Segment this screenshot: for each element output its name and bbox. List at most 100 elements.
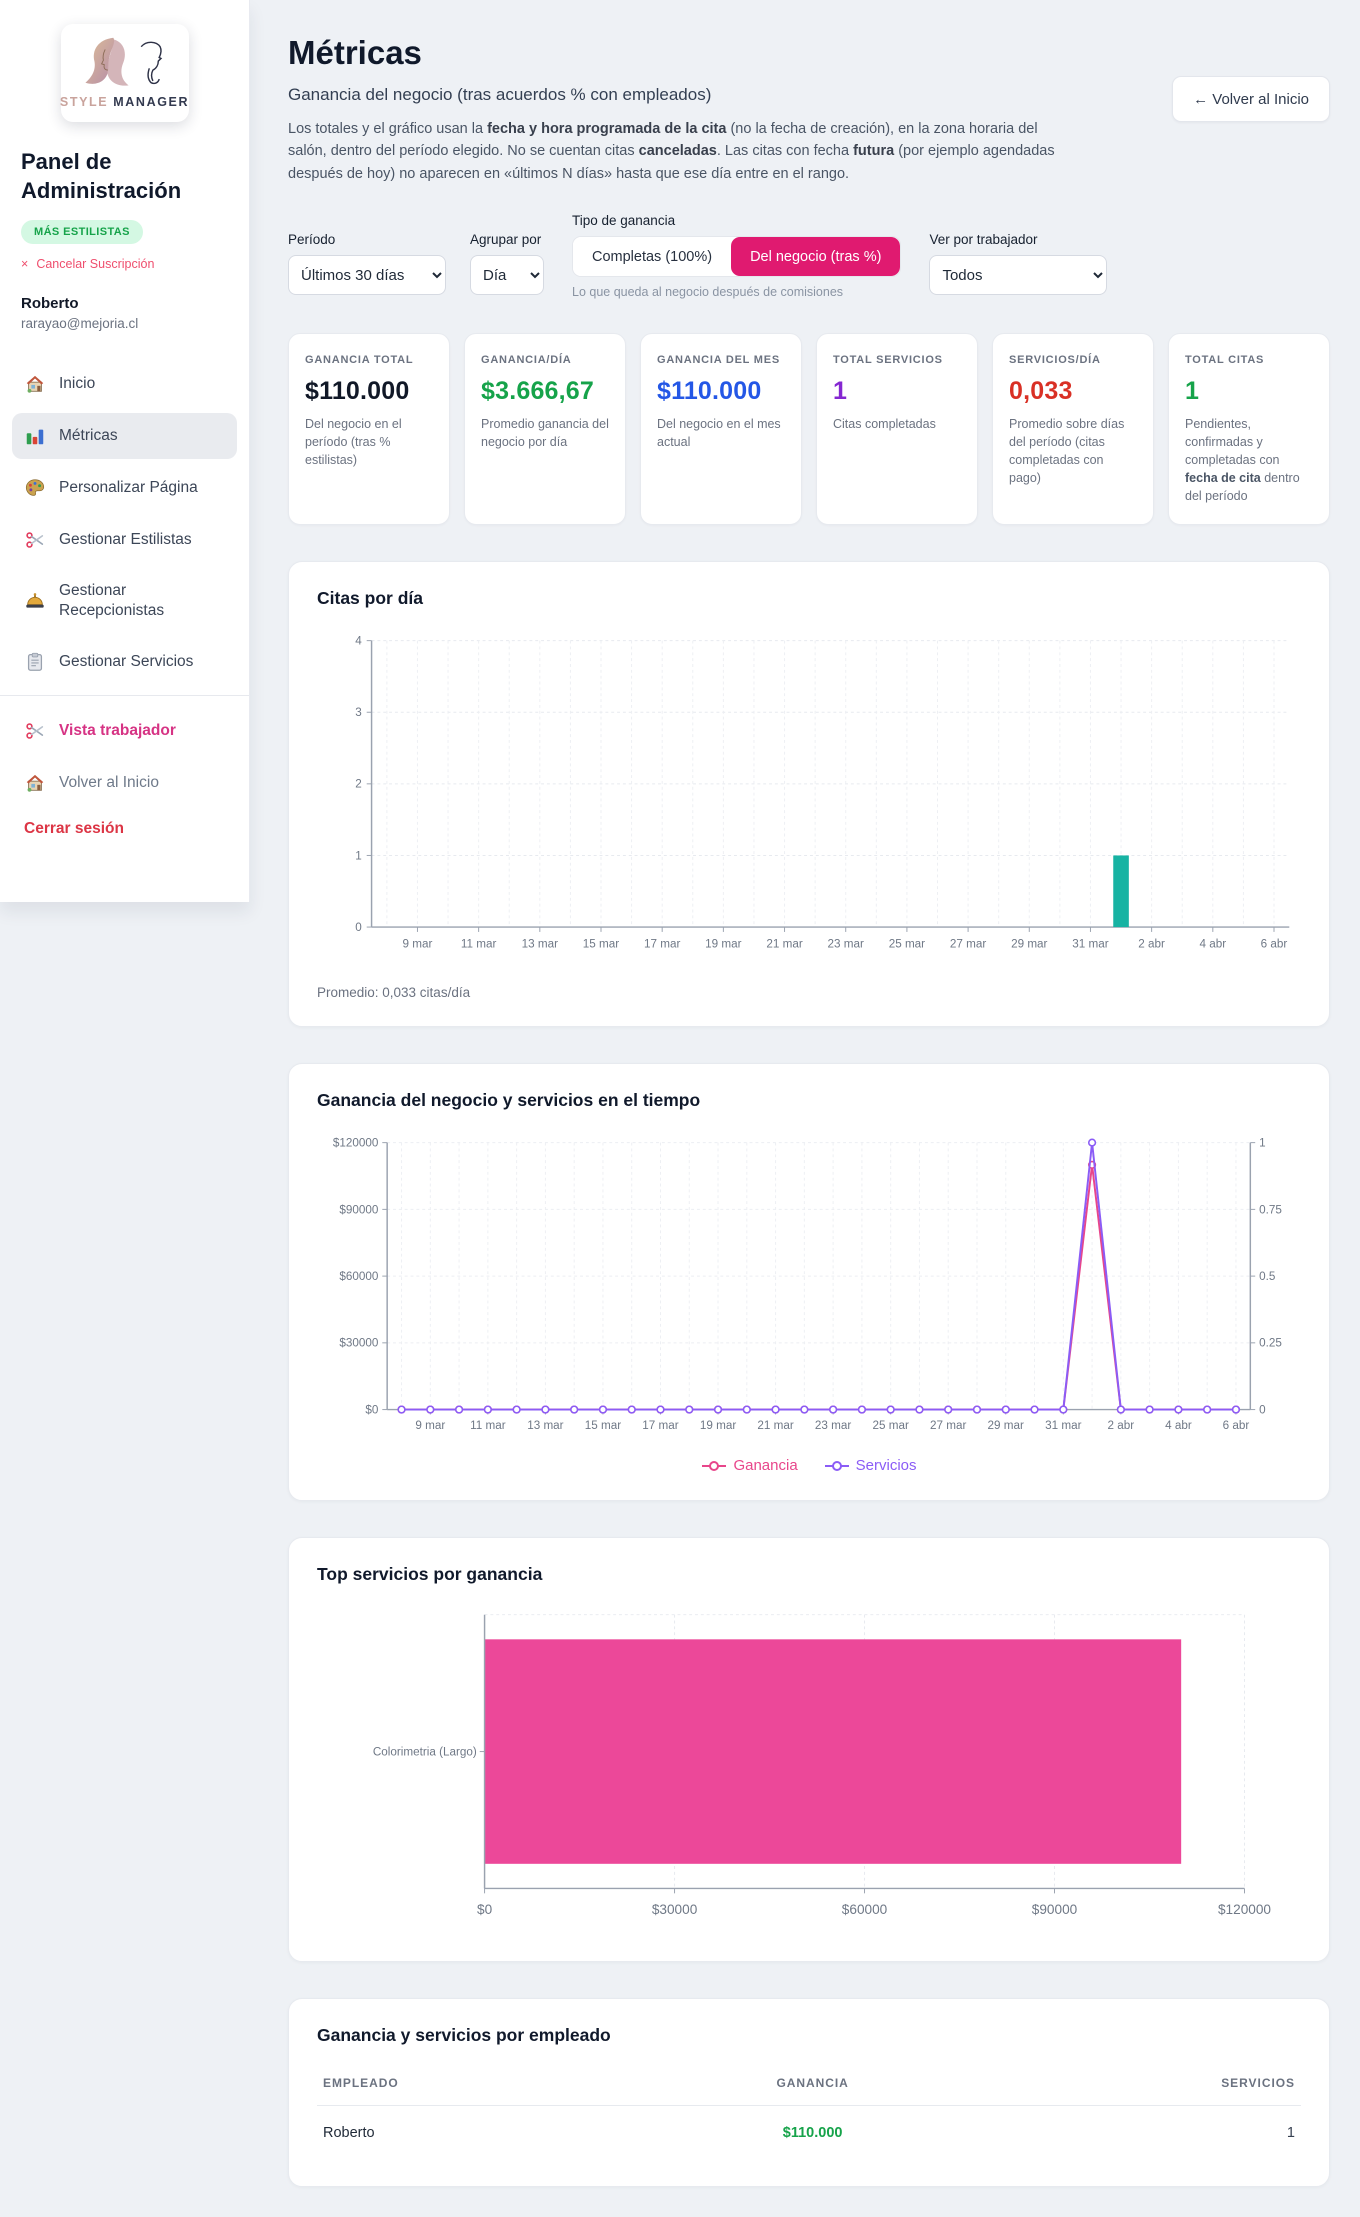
legend-label: Servicios [855, 1457, 917, 1475]
legend-item-servicios[interactable]: Servicios [824, 1457, 917, 1474]
palette-icon [24, 477, 46, 499]
kpi-value: $110.000 [305, 376, 410, 405]
point-servicios-18-mar[interactable] [685, 1405, 694, 1414]
point-servicios-4-abr[interactable] [1174, 1405, 1183, 1414]
point-servicios-15-mar[interactable] [598, 1405, 608, 1414]
point-servicios-10-mar[interactable] [454, 1405, 464, 1414]
point-servicios-17-mar[interactable] [656, 1405, 665, 1414]
right-tick-label: 0.75 [1259, 1203, 1282, 1216]
point-servicios-8-mar[interactable] [397, 1405, 406, 1414]
cell-ganancia: $110.000 [651, 2104, 974, 2160]
empleados-table: EMPLEADO GANANCIA SERVICIOS Roberto $110.00… [317, 2064, 1301, 2160]
tipo-completas-option[interactable]: Completas (100%) [573, 237, 732, 277]
tipo-del-negocio-option[interactable]: Del negocio (tras %) [731, 237, 901, 277]
point-servicios-21-mar[interactable] [771, 1405, 780, 1414]
point-servicios-23-mar[interactable] [829, 1405, 838, 1414]
right-tick-label: 0.5 [1259, 1270, 1276, 1283]
citas-bar-chart-svg: 0 1 2 3 4 9 mar 11 mar 13 mar 15 mar 17 mar 19 mar… [355, 634, 1290, 950]
cancel-subscription-link[interactable]: × Cancelar Suscripción [21, 257, 228, 271]
trabajador-label: Ver por trabajador [929, 232, 1038, 248]
point-servicios-16-mar[interactable] [627, 1405, 636, 1414]
point-servicios-3-abr[interactable] [1145, 1405, 1154, 1414]
point-servicios-29-mar[interactable] [1001, 1405, 1010, 1414]
sidebar-divider [0, 695, 249, 697]
x-tick-label: 11 mar [470, 1419, 506, 1432]
point-servicios-31-mar[interactable] [1059, 1405, 1068, 1414]
sidebar-item-gestionar-servicios[interactable]: Gestionar Servicios [12, 639, 237, 685]
point-servicios-2-abr[interactable] [1116, 1405, 1125, 1414]
logout-link[interactable]: Cerrar sesión [24, 820, 124, 838]
ganancia-line-chart-svg: $0 $30000 $60000 $90000 $120000 0 0.25 0.5 0.75 1… [333, 1136, 1282, 1432]
right-tick-label: 0.25 [1259, 1336, 1282, 1349]
sidebar-item-vista-trabajador[interactable]: Vista trabajador [12, 708, 237, 754]
back-to-home-button[interactable]: ← Volver al Inicio [1172, 76, 1330, 122]
sidebar-item-label: Gestionar Recepcionistas [59, 582, 165, 620]
point-servicios-19-mar[interactable] [713, 1405, 723, 1414]
point-servicios-11-mar[interactable] [483, 1405, 492, 1414]
x-tick-label: $0 [477, 1902, 493, 1917]
user-email: rarayao@mejoria.cl [21, 316, 139, 332]
point-servicios-6-abr[interactable] [1231, 1405, 1241, 1414]
legend-item-ganancia[interactable]: Ganancia [701, 1457, 798, 1474]
point-servicios-27-mar[interactable] [944, 1405, 953, 1414]
sidebar-item-volver-al-inicio[interactable]: Volver al Inicio [12, 760, 237, 806]
ganancia-chart-title: Ganancia del negocio y servicios en el t… [317, 1089, 701, 1110]
point-servicios-22-mar[interactable] [800, 1405, 809, 1414]
x-tick-label: 13 mar [522, 937, 558, 950]
bar-colorimetria-largo[interactable] [484, 1639, 1182, 1865]
periodo-select[interactable]: Últimos 30 días [288, 255, 446, 296]
sidebar-item-label: Métricas [59, 427, 118, 445]
point-servicios-26-mar[interactable] [915, 1405, 924, 1414]
kpi-description: Promedio ganancia del negocio por día [481, 416, 609, 450]
point-servicios-24-mar[interactable] [857, 1405, 866, 1414]
chart-legend: Ganancia Servicios [317, 1457, 1301, 1474]
agrupar-select[interactable]: Día [470, 255, 544, 296]
top-servicios-bar-chart: $0 $30000 $60000 $90000 $120000 Colorimetria … [317, 1603, 1301, 1934]
x-tick-label: 25 mar [872, 1419, 908, 1432]
x-tick-label: $30000 [652, 1902, 698, 1917]
x-tick-label: 29 mar [988, 1419, 1024, 1432]
scissors-icon [24, 529, 46, 551]
bar-1-abr[interactable] [1113, 854, 1129, 927]
sidebar: STYLE MANAGER Panel de Administración MÁ… [0, 0, 250, 902]
point-servicios-30-mar[interactable] [1030, 1405, 1039, 1414]
x-tick-label: 23 mar [815, 1419, 851, 1432]
point-servicios-14-mar[interactable] [570, 1405, 579, 1414]
kpi-description: Pendientes, confirmadas y completadas co… [1185, 416, 1300, 504]
x-tick-label: 9 mar [415, 1419, 445, 1432]
top-servicios-title: Top servicios por ganancia [317, 1564, 543, 1585]
x-tick-label: 23 mar [828, 937, 864, 950]
agrupar-label: Agrupar por [470, 232, 542, 248]
point-servicios-13-mar[interactable] [541, 1405, 550, 1414]
sidebar-item-metricas[interactable]: Métricas [12, 413, 237, 460]
empleados-table-title: Ganancia y servicios por empleado [317, 2024, 611, 2045]
top-servicios-chart-svg: $0 $30000 $60000 $90000 $120000 Colorimetria … [373, 1614, 1271, 1917]
column-header-empleado: EMPLEADO [323, 2075, 399, 2090]
arrow-left-icon: ← [1193, 90, 1209, 108]
trabajador-select[interactable]: Todos [929, 255, 1108, 296]
periodo-label: Período [288, 232, 336, 248]
point-servicios-1-abr[interactable] [1087, 1138, 1097, 1147]
x-tick-label: 6 abr [1261, 937, 1288, 950]
point-servicios-9-mar[interactable] [426, 1405, 435, 1414]
x-tick-label: 2 abr [1138, 937, 1165, 950]
point-servicios-12-mar[interactable] [512, 1405, 521, 1414]
kpi-label: GANANCIA TOTAL [305, 354, 414, 367]
sidebar-title: Panel de Administración [21, 149, 182, 203]
sidebar-item-personalizar-pagina[interactable]: Personalizar Página [12, 465, 237, 511]
main-content: Métricas Ganancia del negocio (tras acue… [250, 0, 1360, 2217]
point-servicios-25-mar[interactable] [886, 1405, 895, 1414]
category-label: Colorimetria (Largo) [373, 1746, 477, 1759]
point-servicios-28-mar[interactable] [972, 1405, 982, 1414]
y-tick-label: 2 [355, 777, 362, 790]
sidebar-item-gestionar-recepcionistas[interactable]: Gestionar Recepcionistas [12, 569, 237, 633]
point-servicios-5-abr[interactable] [1203, 1405, 1212, 1414]
kpi-value: $110.000 [657, 376, 762, 405]
sidebar-nav: Inicio Métricas Personalizar Página Gestion… [0, 361, 249, 685]
page-description: Los totales y el gráfico usan la fecha y… [288, 121, 1055, 182]
sidebar-item-gestionar-estilistas[interactable]: Gestionar Estilistas [12, 517, 237, 563]
point-servicios-20-mar[interactable] [742, 1405, 751, 1414]
table-row: Roberto $110.000 1 [317, 2104, 1301, 2160]
left-tick-label: $0 [365, 1403, 379, 1416]
sidebar-item-inicio[interactable]: Inicio [12, 361, 237, 407]
